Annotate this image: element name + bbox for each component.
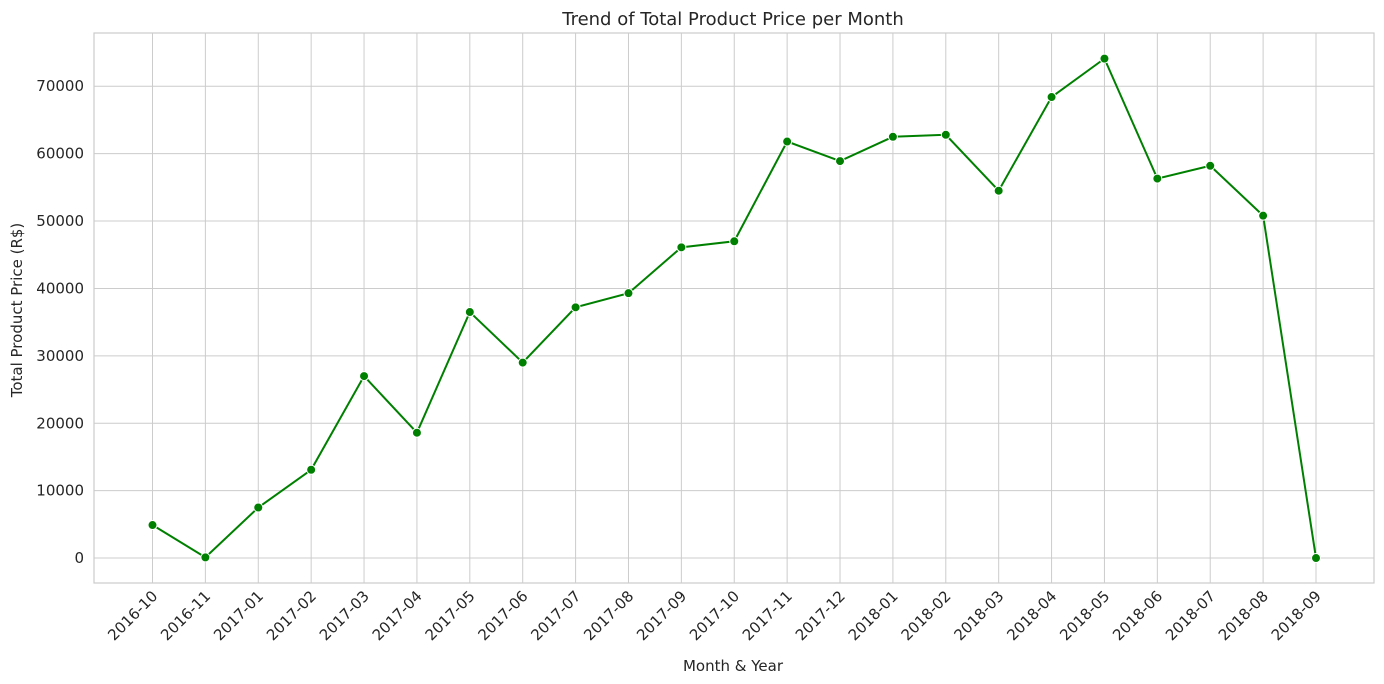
y-axis-title: Total Product Price (R$) <box>8 223 26 399</box>
x-tick-label: 2018-05 <box>1056 587 1113 644</box>
x-tick-label: 2018-03 <box>950 587 1007 644</box>
data-point <box>782 136 793 147</box>
data-point <box>1046 92 1057 103</box>
x-tick-label: 2018-02 <box>898 587 955 644</box>
x-tick-label: 2018-01 <box>845 587 902 644</box>
x-tick-label: 2017-07 <box>527 587 584 644</box>
x-axis-ticks: 2016-102016-112017-012017-022017-032017-… <box>104 587 1325 644</box>
data-point <box>993 185 1004 196</box>
y-tick-label: 50000 <box>36 212 84 230</box>
x-tick-label: 2017-08 <box>580 587 637 644</box>
data-point <box>306 464 317 475</box>
x-tick-label: 2017-09 <box>633 587 690 644</box>
data-point <box>517 357 528 368</box>
data-point <box>570 302 581 313</box>
x-tick-label: 2017-06 <box>474 587 531 644</box>
x-tick-label: 2018-04 <box>1003 587 1060 644</box>
chart-title: Trend of Total Product Price per Month <box>561 9 904 30</box>
data-point <box>676 242 687 253</box>
data-point <box>729 236 740 247</box>
data-point <box>835 156 846 167</box>
data-point <box>940 129 951 140</box>
y-tick-label: 20000 <box>36 414 84 432</box>
x-tick-label: 2018-08 <box>1215 587 1272 644</box>
data-point <box>887 131 898 142</box>
data-point <box>1099 53 1110 64</box>
y-tick-label: 10000 <box>36 482 84 500</box>
x-tick-label: 2018-09 <box>1268 587 1325 644</box>
y-axis-ticks: 0 10000 20000 30000 40000 50000 60000 70000 <box>36 77 84 567</box>
data-point <box>464 307 475 318</box>
x-tick-label: 2016-10 <box>104 587 161 644</box>
x-tick-label: 2017-05 <box>422 587 479 644</box>
x-tick-label: 2017-02 <box>263 587 320 644</box>
x-tick-label: 2017-11 <box>739 587 796 644</box>
data-point <box>1258 210 1269 221</box>
data-point <box>411 427 422 438</box>
x-tick-label: 2016-11 <box>157 587 214 644</box>
grid-layer <box>94 33 1374 583</box>
plot-frame <box>93 32 1375 584</box>
data-point <box>1205 160 1216 171</box>
y-tick-label: 0 <box>74 549 84 567</box>
data-point <box>200 552 211 563</box>
x-tick-label: 2017-04 <box>369 587 426 644</box>
series-markers <box>147 53 1321 564</box>
y-tick-label: 60000 <box>36 145 84 163</box>
data-point <box>623 288 634 299</box>
y-tick-label: 40000 <box>36 279 84 297</box>
x-tick-label: 2018-07 <box>1162 587 1219 644</box>
x-tick-label: 2018-06 <box>1109 587 1166 644</box>
x-axis-title: Month & Year <box>683 657 784 675</box>
data-point <box>359 371 370 382</box>
x-tick-label: 2017-10 <box>686 587 743 644</box>
data-point <box>1152 173 1163 184</box>
y-tick-label: 70000 <box>36 77 84 95</box>
x-tick-label: 2017-01 <box>210 587 267 644</box>
data-point <box>1311 553 1321 564</box>
data-point <box>147 520 158 531</box>
x-tick-label: 2017-03 <box>316 587 373 644</box>
y-tick-label: 30000 <box>36 347 84 365</box>
x-tick-label: 2017-12 <box>792 587 849 644</box>
data-point <box>253 502 264 513</box>
